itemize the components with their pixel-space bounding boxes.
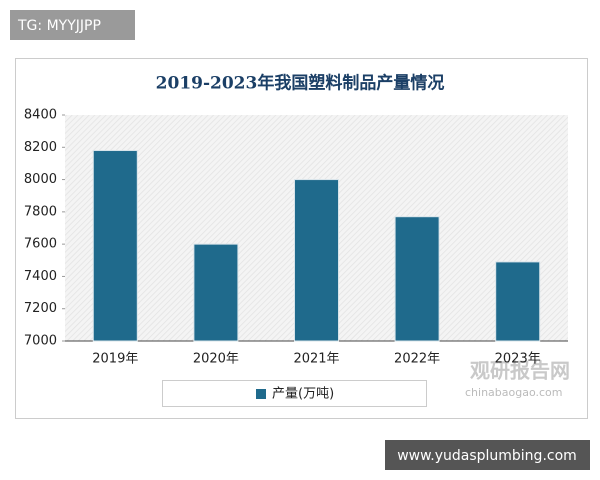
bar <box>92 150 138 342</box>
y-tick-label: 8200 <box>24 140 57 155</box>
watermark-site: chinabaogao.com <box>465 386 563 399</box>
y-tick-label: 7800 <box>24 204 57 219</box>
y-tick-label: 8400 <box>24 108 57 123</box>
bar <box>394 216 440 342</box>
y-tick-label: 8000 <box>24 172 57 187</box>
x-tick-label: 2021年 <box>293 352 339 367</box>
footer-bg <box>385 440 590 470</box>
x-tick-label: 2023年 <box>495 352 541 367</box>
footer-url: www.yudasplumbing.com <box>397 448 577 464</box>
y-tick-label: 7400 <box>24 269 57 284</box>
chart-title: 2019-2023年我国塑料制品产量情况 <box>156 73 445 94</box>
legend <box>162 380 427 407</box>
x-tick-label: 2022年 <box>394 352 440 367</box>
bar <box>193 243 239 342</box>
y-tick-label: 7600 <box>24 237 57 252</box>
x-tick-label: 2019年 <box>92 352 138 367</box>
bar <box>294 179 339 342</box>
y-tick-label: 7000 <box>24 334 57 349</box>
badge: TG: MYYJJPP <box>17 18 101 34</box>
legend-swatch <box>256 389 266 399</box>
bar <box>495 261 541 342</box>
legend-label: 产量(万吨) <box>272 387 334 402</box>
x-tick-label: 2020年 <box>193 352 239 367</box>
badge-bg <box>10 10 135 40</box>
watermark-name: 观研报告网 <box>470 359 570 383</box>
y-tick-label: 7200 <box>24 301 57 316</box>
